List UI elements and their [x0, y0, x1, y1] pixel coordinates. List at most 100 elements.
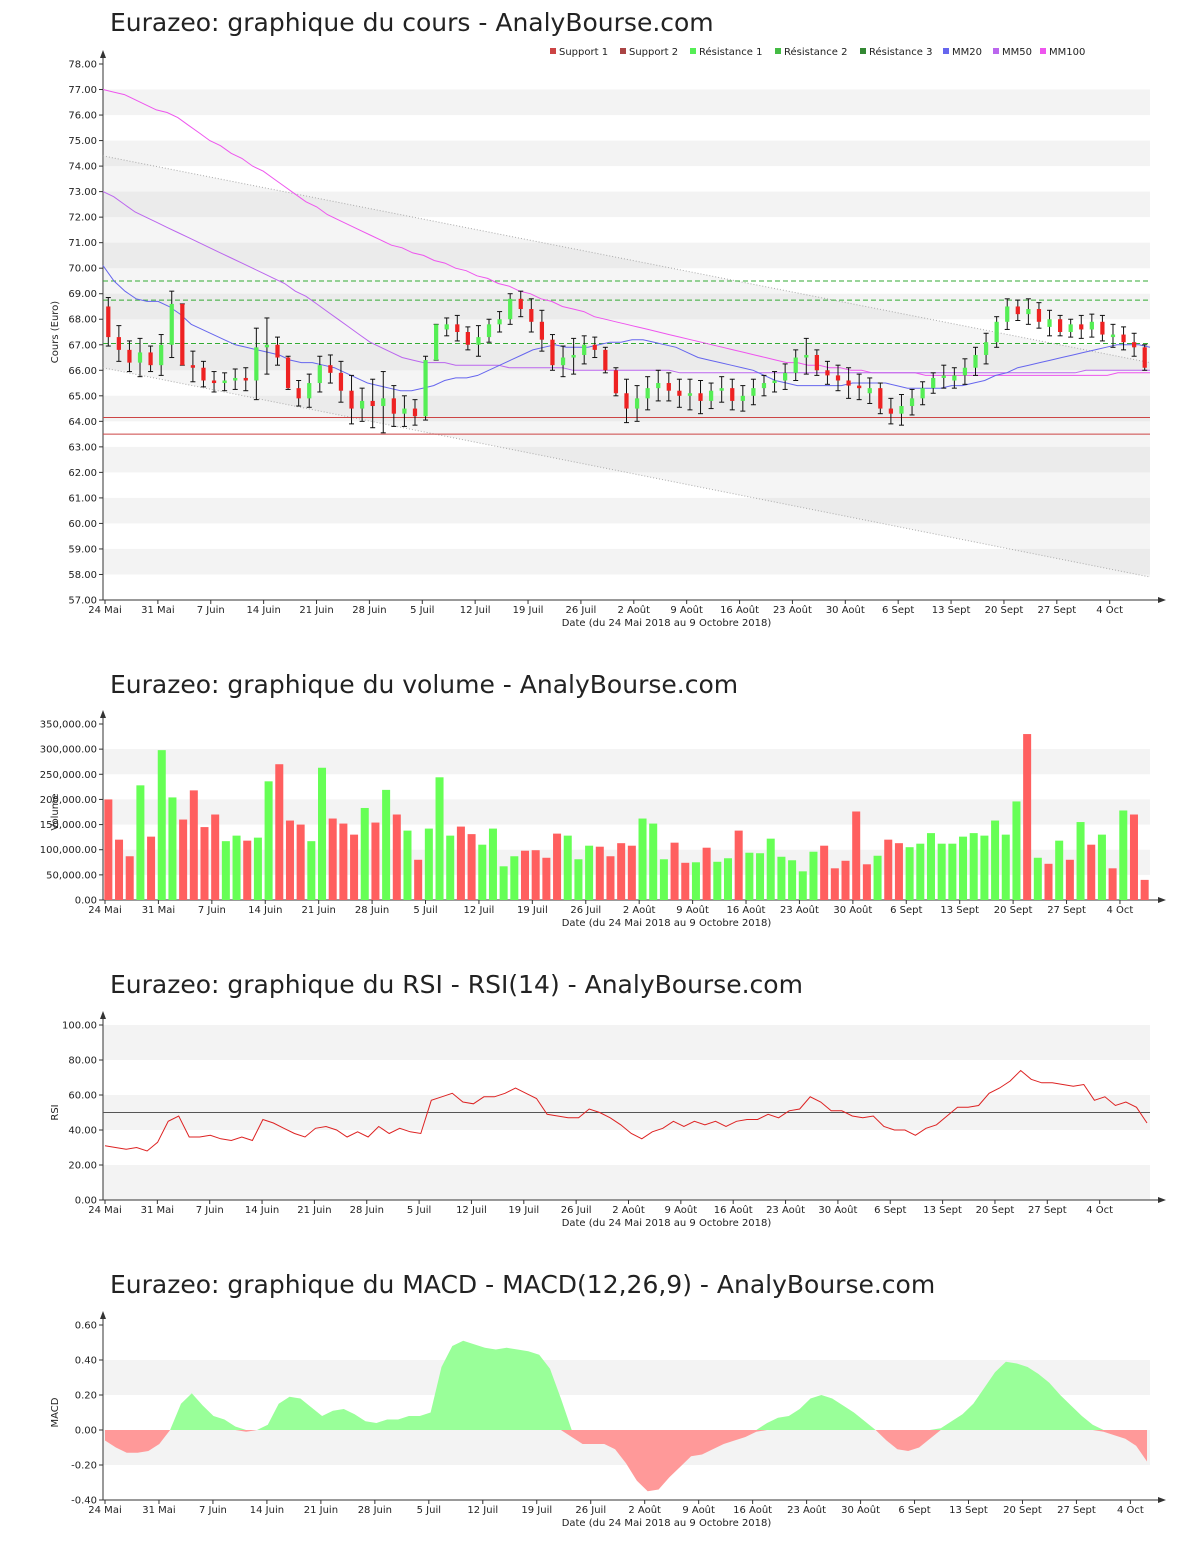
volume-bar [147, 836, 156, 900]
volume-bar [307, 841, 316, 900]
candle-body [1015, 306, 1020, 315]
volume-x-tick-label: 13 Sept [940, 905, 979, 916]
volume-bar [221, 841, 230, 900]
price-x-tick-label: 19 Juil [513, 605, 544, 616]
macd-y-arrow [100, 1311, 106, 1319]
price-band [103, 293, 1150, 320]
candle [401, 395, 407, 427]
candle-body [275, 344, 280, 358]
candle-body [804, 354, 809, 358]
volume-bar [873, 855, 882, 900]
candle [539, 309, 545, 352]
candle [613, 367, 619, 397]
volume-bar [926, 833, 935, 900]
price-y-tick-label: 71.00 [68, 238, 97, 249]
volume-y-tick-label: 200,000.00 [40, 795, 97, 806]
volume-bar [157, 750, 166, 900]
candle [465, 326, 471, 351]
rsi-y-axis-label: RSI [50, 1104, 61, 1120]
rsi-x-tick-label: 7 Juin [196, 1205, 224, 1216]
volume-bar [959, 836, 968, 900]
macd-x-tick-label: 26 Juil [575, 1505, 606, 1516]
volume-bar [1055, 840, 1064, 900]
macd-x-tick-label: 2 Août [628, 1504, 661, 1516]
macd-y-tick-label: 0.40 [75, 1356, 97, 1367]
candle [898, 394, 904, 426]
rsi-x-tick-label: 5 Juil [407, 1205, 431, 1216]
candle [867, 377, 873, 404]
candle [824, 360, 830, 385]
volume-x-tick-label: 6 Sept [890, 905, 922, 916]
candle [285, 355, 291, 390]
volume-bar [1108, 868, 1117, 900]
volume-bar [638, 818, 647, 900]
volume-bar [852, 811, 861, 900]
candle [549, 334, 555, 371]
trend-channel-lower [102, 367, 1151, 578]
volume-bar [1076, 822, 1085, 900]
macd-chart-title: Eurazeo: graphique du MACD - MACD(12,26,… [110, 1270, 936, 1299]
volume-x-tick-label: 4 Oct [1107, 905, 1134, 916]
volume-bar [285, 820, 294, 900]
macd-x-arrow [1158, 1497, 1166, 1503]
rsi-frame: 0.00 20.00 40.00 60.00 80.00 100.00 24 Mai 31 M… [50, 1011, 1166, 1229]
macd-y-tick-label: -0.20 [71, 1461, 97, 1472]
candle [433, 323, 439, 361]
candle-body [973, 354, 978, 368]
candle [275, 336, 280, 366]
price-band [103, 191, 1150, 218]
candle [560, 345, 566, 378]
rsi-x-tick-label: 31 Mai [141, 1205, 174, 1216]
candle [634, 385, 640, 422]
rsi-x-arrow [1158, 1197, 1166, 1203]
legend-entry: Résistance 3 [869, 46, 932, 58]
candle-body [402, 408, 407, 414]
volume-x-tick-label: 5 Juil [413, 905, 437, 916]
price-y-tick-label: 69.00 [68, 289, 97, 300]
candle-body [962, 367, 968, 376]
candle-body [233, 377, 238, 381]
candle [380, 371, 386, 434]
volume-bar [1065, 859, 1074, 900]
macd-x-tick-label: 7 Juin [199, 1505, 227, 1516]
volume-bar [542, 857, 551, 900]
price-x-tick-label: 20 Sept [985, 605, 1024, 616]
candle [148, 345, 154, 373]
candle-body [867, 388, 872, 394]
volume-x-tick-label: 31 Mai [142, 905, 175, 916]
candle-body [264, 344, 270, 348]
macd-x-tick-label: 30 Août [841, 1504, 880, 1516]
volume-band [103, 749, 1150, 775]
price-y-tick-label: 73.00 [68, 187, 97, 198]
volume-bar [788, 860, 797, 900]
candle [951, 367, 957, 389]
candle-body [1121, 334, 1126, 343]
price-x-tick-label: 13 Sept [932, 605, 971, 616]
candle-body [846, 380, 851, 386]
volume-bar [115, 839, 124, 900]
macd-x-tick-label: 9 Août [682, 1504, 715, 1516]
price-y-tick-label: 58.00 [68, 570, 97, 581]
candle [222, 372, 228, 392]
candle [264, 317, 270, 375]
candle-body [814, 354, 819, 371]
candle [211, 371, 217, 393]
candle-body [1047, 319, 1052, 327]
candle [983, 332, 989, 365]
price-y-tick-label: 57.00 [68, 596, 97, 607]
candle-body [307, 383, 312, 399]
candle-body [423, 360, 428, 417]
candle [1015, 299, 1021, 322]
candle-body [116, 337, 121, 350]
macd-x-tick-label: 6 Sept [898, 1505, 930, 1516]
candle-body [931, 377, 936, 389]
macd-x-tick-label: 14 Juin [250, 1505, 284, 1516]
volume-x-tick-label: 12 Juil [464, 905, 495, 916]
candle [888, 397, 894, 425]
candle [920, 381, 926, 406]
candle [116, 325, 122, 362]
volume-bar [937, 843, 946, 900]
candle-body [878, 388, 883, 409]
price-y-tick-label: 72.00 [68, 213, 97, 224]
candle-body [1068, 324, 1073, 332]
